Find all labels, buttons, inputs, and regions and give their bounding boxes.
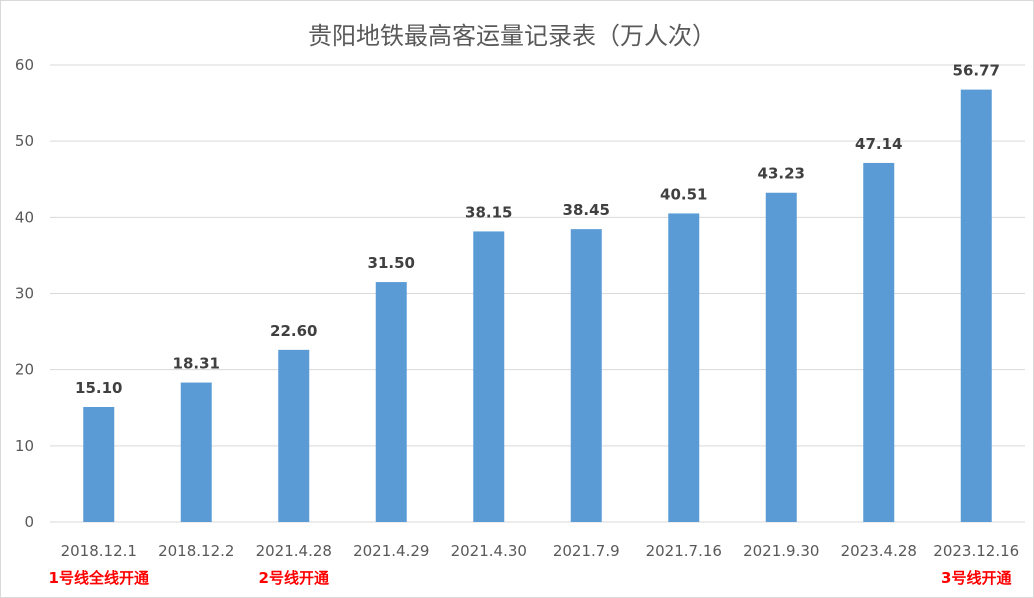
bar (668, 213, 700, 522)
x-tick-label: 2021.4.28 (256, 542, 332, 560)
y-tick-label: 40 (15, 208, 34, 226)
data-label: 15.10 (75, 379, 122, 397)
y-tick-label: 60 (15, 56, 34, 74)
data-label: 31.50 (368, 254, 415, 272)
bar (765, 192, 797, 522)
data-label: 18.31 (173, 355, 220, 373)
y-axis-ticks: 0 10 20 30 40 50 60 (15, 56, 34, 531)
bar (278, 349, 310, 522)
bar (863, 162, 895, 523)
data-label: 40.51 (660, 185, 707, 203)
data-label: 47.14 (855, 135, 902, 153)
x-tick-label: 2023.4.28 (841, 542, 917, 560)
x-tick-label: 2018.12.2 (158, 542, 234, 560)
annotation-label: 1号线全线开通 (49, 569, 149, 587)
annotations: 1号线全线开通 2号线开通 3号线开通 (49, 569, 1012, 587)
bar (473, 231, 505, 522)
x-axis-ticks: 2018.12.1 2018.12.2 2021.4.28 2021.4.29 2021… (61, 542, 1020, 560)
annotation-label: 2号线开通 (259, 569, 329, 587)
data-label: 22.60 (270, 322, 317, 340)
data-labels: 15.10 18.31 22.60 31.50 38.15 38.45 40.51 43.23… (75, 62, 1000, 397)
bar (375, 282, 407, 522)
gridlines (50, 64, 1025, 523)
data-label: 43.23 (758, 165, 805, 183)
x-tick-label: 2018.12.1 (61, 542, 137, 560)
x-tick-label: 2021.9.30 (743, 542, 819, 560)
y-tick-label: 20 (15, 361, 34, 379)
x-tick-label: 2023.12.16 (933, 542, 1019, 560)
x-tick-label: 2021.7.16 (646, 542, 722, 560)
bars (83, 89, 992, 523)
annotation-label: 3号线开通 (941, 569, 1011, 587)
x-tick-label: 2021.7.9 (553, 542, 620, 560)
data-label: 38.15 (465, 203, 512, 221)
bar (83, 406, 115, 522)
bar (180, 382, 212, 522)
y-tick-label: 10 (15, 437, 34, 455)
data-label: 38.45 (563, 201, 610, 219)
data-label: 56.77 (953, 62, 1000, 80)
bar (960, 89, 992, 522)
bar (570, 229, 602, 522)
y-tick-label: 0 (24, 513, 34, 531)
x-tick-label: 2021.4.29 (353, 542, 429, 560)
x-tick-label: 2021.4.30 (451, 542, 527, 560)
y-tick-label: 50 (15, 132, 34, 150)
y-tick-label: 30 (15, 285, 34, 303)
chart-title: 贵阳地铁最高客运量记录表（万人次） (308, 22, 716, 50)
